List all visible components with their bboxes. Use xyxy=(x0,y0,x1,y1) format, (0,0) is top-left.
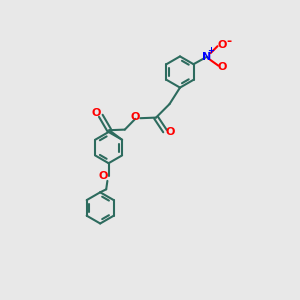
Text: O: O xyxy=(91,108,100,118)
Text: O: O xyxy=(218,62,227,72)
Text: -: - xyxy=(226,35,232,48)
Text: N: N xyxy=(202,52,211,62)
Text: +: + xyxy=(207,46,214,55)
Text: O: O xyxy=(98,171,108,182)
Text: O: O xyxy=(217,40,227,50)
Text: O: O xyxy=(166,127,175,137)
Text: O: O xyxy=(130,112,140,122)
